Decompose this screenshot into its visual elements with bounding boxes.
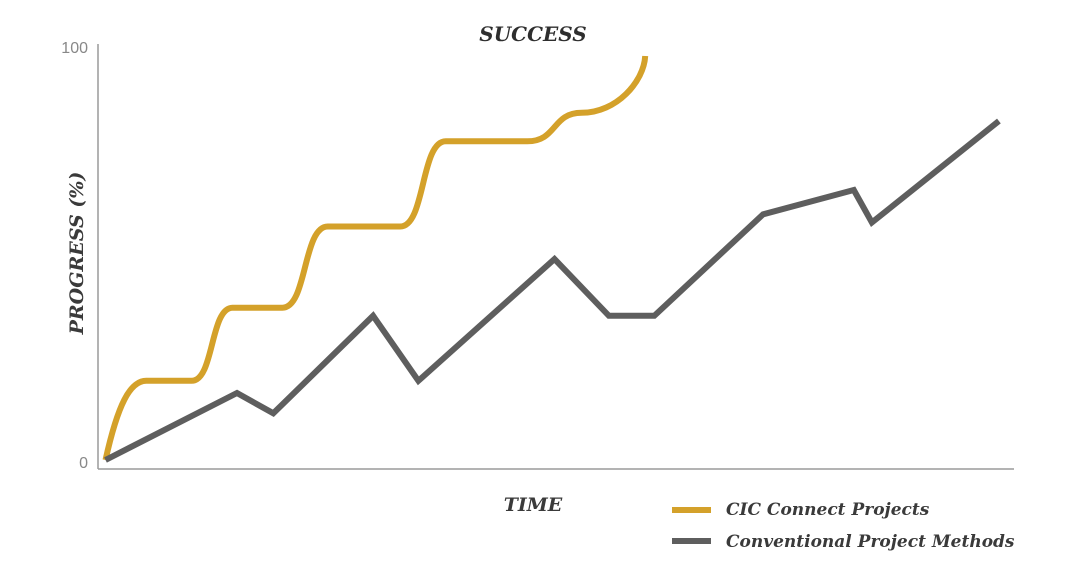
legend-label-conventional: Conventional Project Methods (726, 532, 1015, 552)
series-line-conventional (104, 118, 1001, 463)
series-layer (102, 55, 1001, 463)
legend: CIC Connect Projects Conventional Projec… (672, 500, 1015, 552)
x-axis-label: TIME (504, 494, 563, 516)
y-tick-label-min: 0 (79, 455, 88, 472)
y-axis-label: PROGRESS (%) (66, 172, 88, 336)
legend-label-cic: CIC Connect Projects (726, 500, 930, 520)
chart-title: SUCCESS (479, 22, 586, 46)
y-tick-label-max: 100 (61, 40, 88, 57)
series-line-cic (102, 55, 649, 461)
